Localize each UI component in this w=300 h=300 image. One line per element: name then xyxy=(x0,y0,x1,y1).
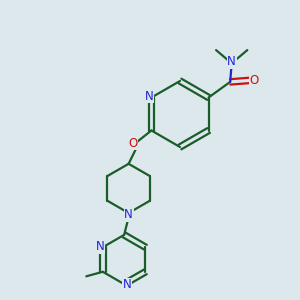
Text: N: N xyxy=(95,240,104,253)
Text: N: N xyxy=(123,278,131,291)
Text: O: O xyxy=(128,137,137,150)
Text: N: N xyxy=(227,55,236,68)
Text: N: N xyxy=(145,89,153,103)
Text: N: N xyxy=(124,208,133,221)
Text: O: O xyxy=(249,74,259,87)
